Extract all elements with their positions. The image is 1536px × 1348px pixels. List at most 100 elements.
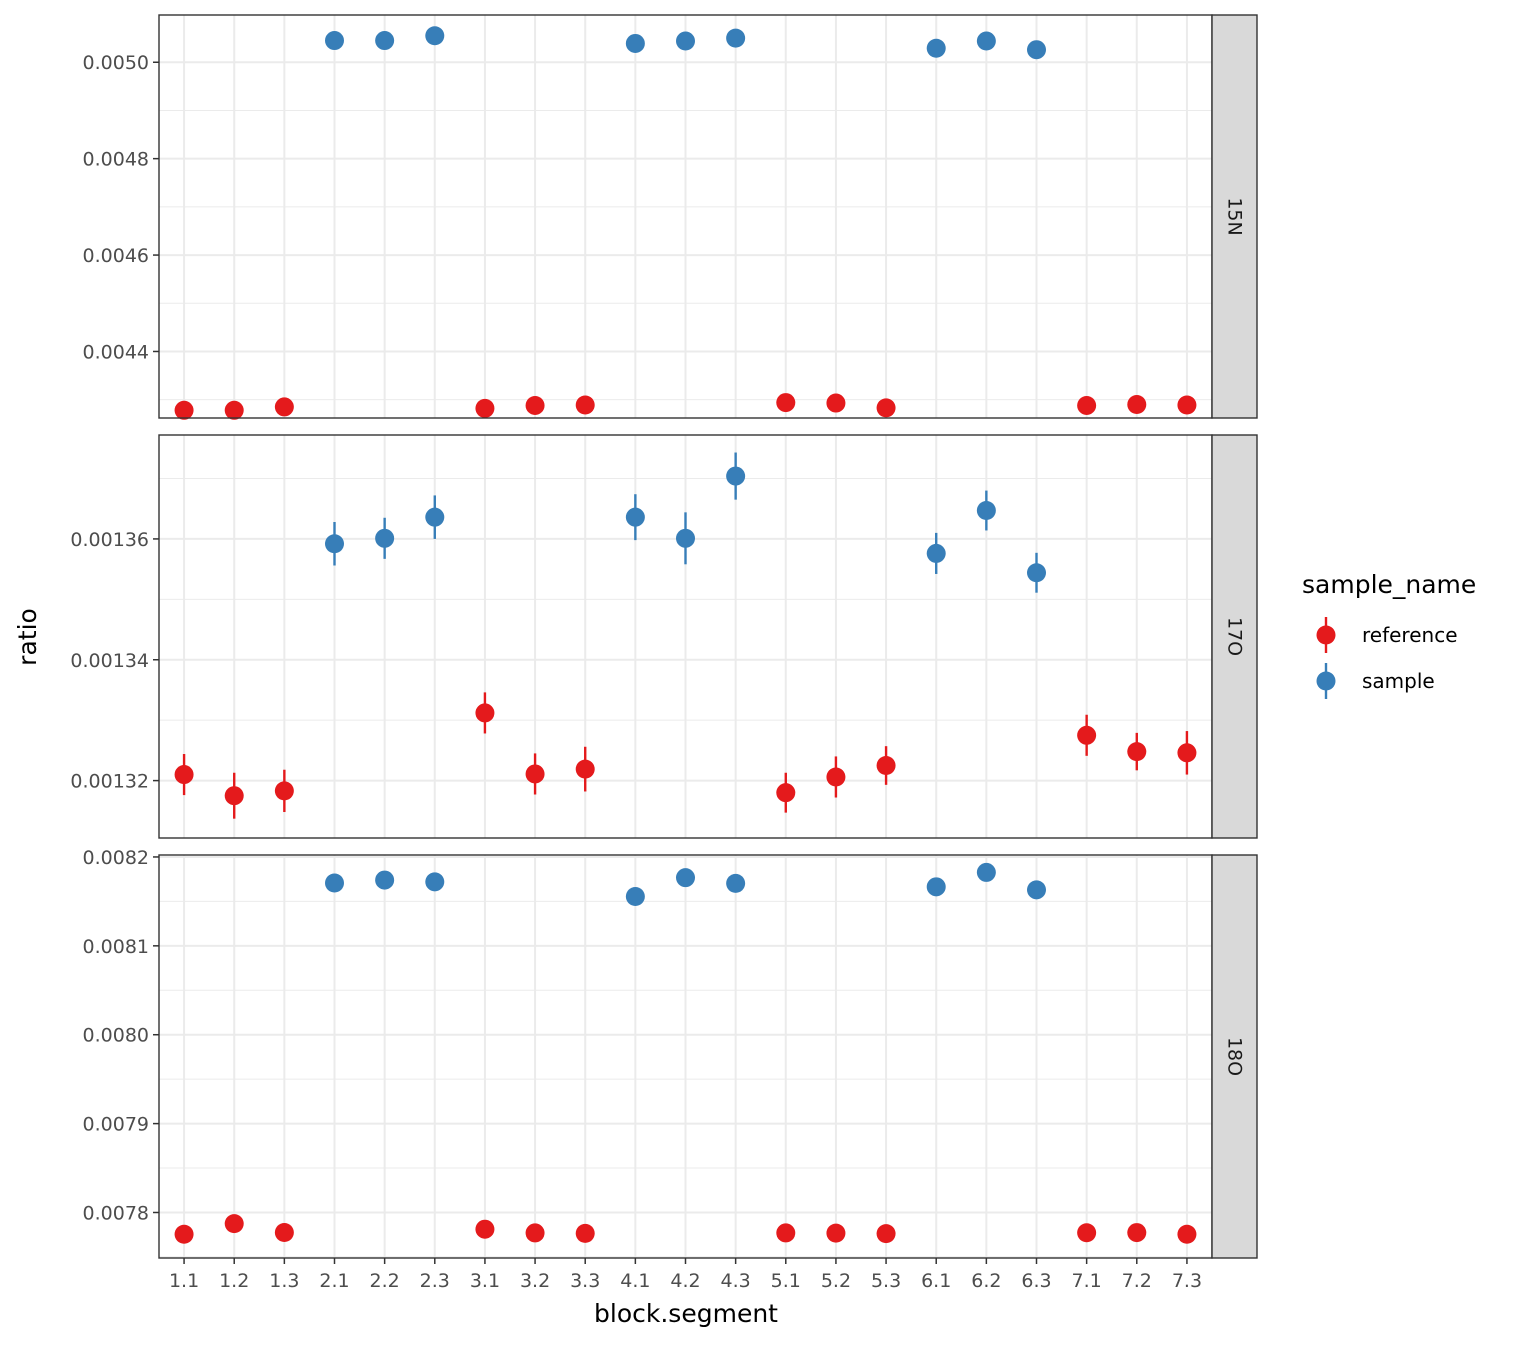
data-point-5.3 <box>876 755 896 775</box>
x-tick-label: 7.3 <box>1172 1270 1202 1292</box>
y-tick-label: 0.0044 <box>83 341 149 363</box>
x-tick-label: 6.3 <box>1021 1270 1051 1292</box>
data-point-2.1 <box>325 534 344 554</box>
data-point-5.2 <box>826 767 846 787</box>
x-tick-label: 4.1 <box>620 1270 650 1292</box>
legend-key-point-sample <box>1316 671 1336 691</box>
data-point-6.3 <box>1027 40 1046 60</box>
data-point-6.2 <box>976 501 996 521</box>
data-point-1.1 <box>174 400 194 420</box>
y-tick-label: 0.00134 <box>70 650 149 672</box>
data-point-4.3 <box>726 28 746 48</box>
facet-strip <box>1211 854 1258 1259</box>
data-point-5.2 <box>826 1223 846 1243</box>
data-point-1.2 <box>224 1214 244 1234</box>
x-tick-label: 2.1 <box>319 1270 349 1292</box>
x-tick-label: 5.3 <box>871 1270 901 1292</box>
x-tick-label: 3.1 <box>470 1270 500 1292</box>
data-point-7.2 <box>1127 742 1147 762</box>
x-tick-label: 6.1 <box>921 1270 951 1292</box>
data-point-7.2 <box>1127 395 1147 415</box>
data-point-3.1 <box>475 703 495 723</box>
data-point-2.2 <box>375 528 395 548</box>
data-point-3.1 <box>475 398 495 418</box>
legend-label-reference: reference <box>1362 623 1458 647</box>
legend: sample_name reference sample <box>1302 570 1476 699</box>
y-tick-label: 0.0048 <box>83 149 149 171</box>
facet-strip-label: 15N <box>1224 197 1246 235</box>
facet-panel-15N: 0.0044 0.0046 0.0048 0.0050 15N <box>83 14 1258 420</box>
y-tick-label: 0.0079 <box>83 1114 149 1136</box>
y-tick-label: 0.0078 <box>83 1202 149 1224</box>
data-point-2.3 <box>425 26 445 46</box>
data-point-5.2 <box>826 393 846 413</box>
data-point-3.3 <box>575 1223 595 1243</box>
x-tick-label: 3.2 <box>520 1270 550 1292</box>
legend-title: sample_name <box>1302 570 1476 599</box>
x-tick-label: 2.3 <box>420 1270 450 1292</box>
facet-panel-18O: 0.0078 0.0079 0.0080 0.0081 0.0082 18O <box>83 847 1258 1259</box>
y-tick-label: 0.0046 <box>83 245 149 267</box>
data-point-6.2 <box>976 862 996 882</box>
legend-entry-sample: sample <box>1316 663 1435 699</box>
facet-strip <box>1211 434 1258 839</box>
data-point-7.1 <box>1077 395 1097 415</box>
data-point-7.3 <box>1177 1224 1197 1244</box>
data-point-6.1 <box>926 38 946 58</box>
data-point-2.3 <box>425 872 445 892</box>
x-tick-label: 5.2 <box>821 1270 851 1292</box>
y-axis-title: ratio <box>13 608 42 666</box>
legend-entry-reference: reference <box>1316 617 1458 653</box>
y-tick-label: 0.0080 <box>83 1025 149 1047</box>
data-point-3.1 <box>475 1219 495 1239</box>
facet-strip-label: 17O <box>1224 617 1246 656</box>
x-tick-label: 7.1 <box>1072 1270 1102 1292</box>
data-point-1.1 <box>174 765 194 785</box>
data-point-4.3 <box>726 466 746 486</box>
data-point-1.2 <box>224 786 244 806</box>
data-point-6.2 <box>976 31 996 51</box>
x-tick-label: 1.2 <box>219 1270 249 1292</box>
facet-strip-label: 18O <box>1224 1037 1246 1076</box>
data-point-5.1 <box>776 783 796 803</box>
data-point-5.3 <box>876 398 896 418</box>
x-tick-label: 4.3 <box>721 1270 751 1292</box>
x-tick-label: 1.3 <box>269 1270 299 1292</box>
data-point-4.1 <box>625 887 645 907</box>
data-point-4.1 <box>625 507 645 527</box>
x-tick-label: 3.3 <box>570 1270 600 1292</box>
facet-panel-17O: 0.00132 0.00134 0.00136 17O <box>70 434 1258 839</box>
data-point-2.2 <box>375 870 395 890</box>
data-point-1.1 <box>174 1224 194 1244</box>
data-point-1.3 <box>274 781 294 801</box>
data-point-1.3 <box>274 1222 294 1242</box>
x-tick-label: 6.2 <box>971 1270 1001 1292</box>
y-tick-label: 0.0050 <box>83 52 149 74</box>
data-point-4.2 <box>676 528 695 548</box>
data-point-3.3 <box>575 395 595 415</box>
y-tick-label: 0.0081 <box>83 936 149 958</box>
data-point-3.2 <box>525 1223 545 1243</box>
x-axis: 1.1 1.2 1.3 2.1 2.2 2.3 3.1 3.2 3.3 4.1 4.2 4.3 5.1 5… <box>169 1258 1202 1292</box>
data-point-7.3 <box>1177 743 1197 763</box>
x-tick-label: 7.2 <box>1122 1270 1152 1292</box>
data-point-4.2 <box>676 868 695 888</box>
x-tick-label: 2.2 <box>370 1270 400 1292</box>
data-point-4.1 <box>625 33 645 53</box>
legend-key-point-reference <box>1316 625 1336 645</box>
data-point-5.1 <box>776 393 796 413</box>
x-axis-title: block.segment <box>594 1299 778 1328</box>
data-point-5.3 <box>876 1224 896 1244</box>
data-point-2.3 <box>425 507 445 527</box>
data-point-2.2 <box>375 31 395 51</box>
data-point-1.3 <box>274 397 294 417</box>
data-point-3.2 <box>525 395 545 415</box>
data-point-6.1 <box>926 543 946 563</box>
data-point-2.1 <box>325 873 344 893</box>
data-point-3.2 <box>525 764 545 784</box>
x-tick-label: 4.2 <box>670 1270 700 1292</box>
y-tick-label: 0.0082 <box>83 847 149 869</box>
data-point-7.3 <box>1177 395 1197 415</box>
